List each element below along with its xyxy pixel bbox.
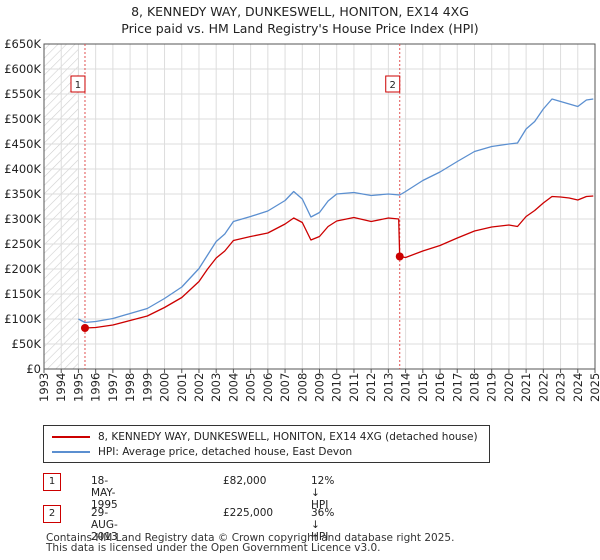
legend-label-hpi: HPI: Average price, detached house, East…	[98, 446, 353, 458]
legend-swatch-property	[52, 436, 90, 438]
legend-label-property: 8, KENNEDY WAY, DUNKESWELL, HONITON, EX1…	[98, 431, 478, 443]
x-tick-label: 2018	[467, 373, 481, 402]
x-tick-label: 1999	[140, 373, 154, 402]
x-tick-label: 2023	[554, 373, 568, 402]
y-tick-label: £650K	[4, 37, 41, 51]
x-tick-label: 1998	[123, 373, 137, 402]
legend-item-hpi: HPI: Average price, detached house, East…	[52, 445, 352, 459]
x-tick-label: 2013	[381, 373, 395, 402]
x-tick-label: 2021	[519, 373, 533, 402]
transaction-hpi-diff: 12% ↓ HPI	[311, 475, 335, 511]
x-tick-label: 1994	[54, 373, 68, 402]
series-line-property	[84, 195, 594, 329]
transaction-point	[395, 252, 404, 261]
x-tick-label: 1996	[89, 373, 103, 402]
x-tick-label: 2011	[347, 373, 361, 402]
y-tick-label: £400K	[4, 162, 41, 176]
x-tick-label: 2004	[226, 373, 240, 402]
transaction-price: £225,000	[223, 507, 274, 519]
transaction-hpi-diff: 36% ↓ HPI	[311, 507, 335, 543]
y-tick-label: £250K	[4, 237, 41, 251]
x-tick-label: 2008	[295, 373, 309, 402]
x-tick-label: 2020	[502, 373, 516, 402]
x-tick-label: 1997	[106, 373, 120, 402]
x-tick-label: 2024	[571, 373, 585, 402]
x-tick-label: 2019	[485, 373, 499, 402]
x-tick-label: 2022	[536, 373, 550, 402]
y-tick-label: £50K	[12, 337, 42, 351]
x-tick-label: 2014	[399, 373, 413, 402]
footer-copyright: Contains HM Land Registry data © Crown c…	[46, 532, 455, 544]
price-chart: £0 £50K £100K £150K £200K £250K £300K £350K £400…	[4, 37, 600, 402]
x-tick-label: 2001	[175, 373, 189, 402]
series-line-hpi	[78, 98, 594, 324]
y-tick-label: £200K	[4, 262, 41, 276]
transaction-label: 1	[75, 80, 81, 91]
x-tick-label: 2002	[192, 373, 206, 402]
legend-item-property: 8, KENNEDY WAY, DUNKESWELL, HONITON, EX1…	[52, 430, 478, 444]
chart-legend: 8, KENNEDY WAY, DUNKESWELL, HONITON, EX1…	[43, 425, 490, 463]
transaction-date: 29-AUG-2013	[91, 507, 118, 543]
x-tick-label: 2012	[364, 373, 378, 402]
transaction-price: £82,000	[223, 475, 267, 487]
transaction-label-box	[385, 75, 401, 93]
y-tick-label: £300K	[4, 212, 41, 226]
x-tick-label: 2010	[330, 373, 344, 402]
transaction-point	[80, 324, 89, 332]
footer: Contains HM Land Registry data © Crown c…	[46, 532, 455, 554]
y-tick-label: £500K	[4, 112, 41, 126]
transaction-label: 2	[390, 80, 396, 91]
x-tick-label: 1995	[71, 373, 85, 402]
transaction-label-box	[70, 75, 86, 93]
x-tick-label: 2009	[313, 373, 327, 402]
y-tick-label: £450K	[4, 137, 41, 151]
x-tick-label: 2017	[450, 373, 464, 402]
y-tick-label: £350K	[4, 187, 41, 201]
x-tick-label: 2025	[588, 373, 600, 402]
transaction-date: 18-MAY-1995	[91, 475, 118, 511]
x-tick-label: 2016	[433, 373, 447, 402]
legend-swatch-hpi	[52, 451, 90, 453]
y-tick-label: £600K	[4, 62, 41, 76]
x-tick-label: 2005	[244, 373, 258, 402]
x-tick-label: 2015	[416, 373, 430, 402]
footer-licence: This data is licensed under the Open Gov…	[46, 542, 381, 554]
chart-subtitle: Price paid vs. HM Land Registry's House …	[121, 21, 479, 36]
x-tick-label: 1993	[37, 373, 51, 402]
x-tick-label: 2007	[278, 373, 292, 402]
x-tick-label: 2003	[209, 373, 223, 402]
y-tick-label: £100K	[4, 312, 41, 326]
x-tick-label: 2006	[261, 373, 275, 402]
chart-title: 8, KENNEDY WAY, DUNKESWELL, HONITON, EX1…	[131, 4, 469, 19]
transaction-marker-badge: 1	[43, 473, 61, 491]
y-tick-label: £150K	[4, 287, 41, 301]
y-tick-label: £550K	[4, 87, 41, 101]
transaction-marker-badge: 2	[43, 505, 61, 523]
x-tick-label: 2000	[158, 373, 172, 402]
y-tick-label: £0	[26, 362, 41, 376]
